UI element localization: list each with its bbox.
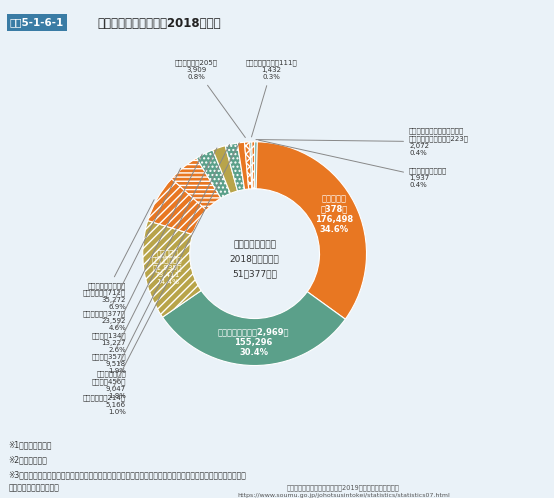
Text: 51兆377億円: 51兆377億円 <box>232 269 277 278</box>
Text: 新聞業（134）
13,227
2.6%: 新聞業（134） 13,227 2.6% <box>91 154 202 354</box>
Text: 図表5-1-6-1: 図表5-1-6-1 <box>10 17 64 27</box>
Wedge shape <box>255 142 257 189</box>
Text: 情報通信業に係る: 情報通信業に係る <box>233 240 276 249</box>
Wedge shape <box>256 142 367 319</box>
Wedge shape <box>250 142 253 189</box>
Wedge shape <box>252 142 255 189</box>
Text: 2018年度売上高: 2018年度売上高 <box>230 255 280 264</box>
Wedge shape <box>162 290 345 366</box>
Text: 有線放送業（214）
5,166
1.0%: 有線放送業（214） 5,166 1.0% <box>83 143 239 415</box>
Text: （出典）総務省・経済産業省「2019年情報通信基本調査」: （出典）総務省・経済産業省「2019年情報通信基本調査」 <box>287 484 400 491</box>
Wedge shape <box>197 150 230 198</box>
Text: インターネット附随
サービス業（712）
35,272
6.9%: インターネット附随 サービス業（712） 35,272 6.9% <box>83 200 154 310</box>
Text: 映像・音声・文字情報制作に
附帯するサービス業（223）
2,072
0.4%: 映像・音声・文字情報制作に 附帯するサービス業（223） 2,072 0.4% <box>256 127 469 156</box>
Text: 出版業（357）
9,518
1.9%: 出版業（357） 9,518 1.9% <box>91 148 217 374</box>
Wedge shape <box>225 143 245 191</box>
Text: 情報処理・
提供サービス業
（1,935）
73,411
14.4%: 情報処理・ 提供サービス業 （1,935） 73,411 14.4% <box>152 249 183 285</box>
Text: https://www.soumu.go.jp/johotsusintokei/statistics/statistics07.html: https://www.soumu.go.jp/johotsusintokei/… <box>237 493 450 498</box>
Text: ※1　（　）は社数: ※1 （ ）は社数 <box>8 441 52 450</box>
Text: 民間放送業（377）
23,592
4.6%: 民間放送業（377） 23,592 4.6% <box>83 168 181 331</box>
Text: 広告制作業（205）
3,909
0.8%: 広告制作業（205） 3,909 0.8% <box>175 60 245 137</box>
Wedge shape <box>143 221 201 317</box>
Wedge shape <box>237 142 249 190</box>
Text: 情報通信業の売上高（2018年度）: 情報通信業の売上高（2018年度） <box>97 17 220 30</box>
Text: 音声情報制作業（111）
1,432
0.3%: 音声情報制作業（111） 1,432 0.3% <box>245 60 297 137</box>
Wedge shape <box>148 179 207 235</box>
Text: その他の情報通信業
1,937
0.4%: その他の情報通信業 1,937 0.4% <box>259 140 447 188</box>
Wedge shape <box>244 142 252 189</box>
Text: ※3　「その他の情報通信業」とは、情報通信業に係る売上高内訳において、主要事業名「その他」として回答の: ※3 「その他の情報通信業」とは、情報通信業に係る売上高内訳において、主要事業名… <box>8 471 246 480</box>
Text: 電気通信業
（378）
176,498
34.6%: 電気通信業 （378） 176,498 34.6% <box>315 194 353 235</box>
Text: ソフトウェア業（2,969）
155,296
30.4%: ソフトウェア業（2,969） 155,296 30.4% <box>218 327 289 357</box>
Wedge shape <box>213 146 238 193</box>
Wedge shape <box>172 158 221 210</box>
Text: ※2　単位：億円: ※2 単位：億円 <box>8 456 47 465</box>
Text: 映像情報制作・
配給業（456）
9,047
1.8%: 映像情報制作・ 配給業（456） 9,047 1.8% <box>91 144 229 398</box>
Text: あったものをいう。: あったものをいう。 <box>8 483 59 492</box>
